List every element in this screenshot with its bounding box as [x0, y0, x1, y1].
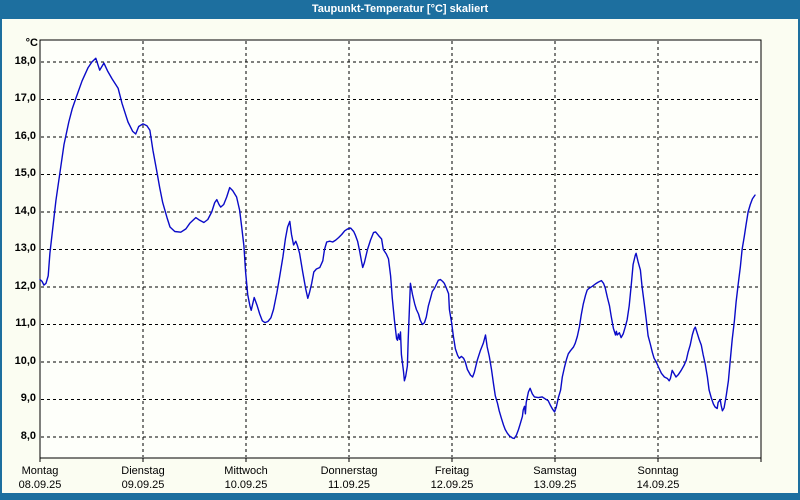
y-tick-label: 13,0: [14, 242, 36, 254]
day-date: 11.09.25: [327, 479, 370, 491]
y-tick-label: 12,0: [14, 280, 36, 292]
x-day-label-donnerstag: Donnerstag 11.09.25: [304, 465, 394, 492]
x-day-label-sonntag: Sonntag 14.09.25: [613, 465, 703, 492]
window-frame-bottom: [0, 493, 800, 500]
day-date: 14.09.25: [636, 479, 680, 491]
window-frame-left: [0, 19, 2, 500]
y-tick-label: 16,0: [14, 130, 36, 142]
y-tick-label: 8,0: [20, 430, 36, 442]
x-day-label-dienstag: Dienstag 09.09.25: [98, 465, 188, 492]
day-name: Donnerstag: [320, 465, 378, 477]
title-bar: Taupunkt-Temperatur [°C] skaliert: [0, 0, 800, 19]
day-name: Samstag: [533, 465, 577, 477]
y-tick-label: 18,0: [14, 55, 36, 67]
y-tick-label: 15,0: [14, 167, 36, 179]
day-name: Mittwoch: [224, 465, 268, 477]
y-axis-unit-label: °C: [25, 37, 38, 49]
x-day-label-freitag: Freitag 12.09.25: [407, 465, 497, 492]
window-frame-right: [798, 19, 800, 500]
y-tick-label: 11,0: [15, 317, 36, 329]
window-title: Taupunkt-Temperatur [°C] skaliert: [311, 3, 489, 15]
x-day-label-samstag: Samstag 13.09.25: [510, 465, 600, 492]
day-name: Dienstag: [121, 465, 165, 477]
day-name: Freitag: [434, 465, 470, 477]
x-day-label-montag: Montag 08.09.25: [0, 465, 85, 492]
y-tick-label: 14,0: [14, 205, 36, 217]
y-tick-label: 17,0: [14, 92, 36, 104]
day-date: 09.09.25: [121, 479, 165, 491]
day-date: 12.09.25: [430, 479, 474, 491]
day-name: Montag: [21, 465, 59, 477]
day-date: 13.09.25: [533, 479, 577, 491]
y-tick-label: 9,0: [20, 392, 36, 404]
y-tick-label: 10,0: [14, 355, 36, 367]
day-name: Sonntag: [637, 465, 679, 477]
day-date: 10.09.25: [224, 479, 268, 491]
day-date: 08.09.25: [18, 479, 62, 491]
x-day-label-mittwoch: Mittwoch 10.09.25: [201, 465, 291, 492]
